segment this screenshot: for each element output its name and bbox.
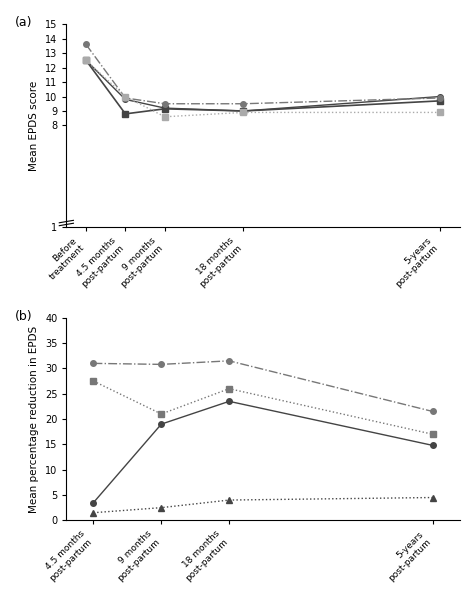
Text: (a): (a) xyxy=(15,16,33,29)
Text: (b): (b) xyxy=(15,310,33,322)
Y-axis label: Mean percentage reduction in EPDS: Mean percentage reduction in EPDS xyxy=(29,325,39,512)
Y-axis label: Mean EPDS score: Mean EPDS score xyxy=(29,80,39,171)
